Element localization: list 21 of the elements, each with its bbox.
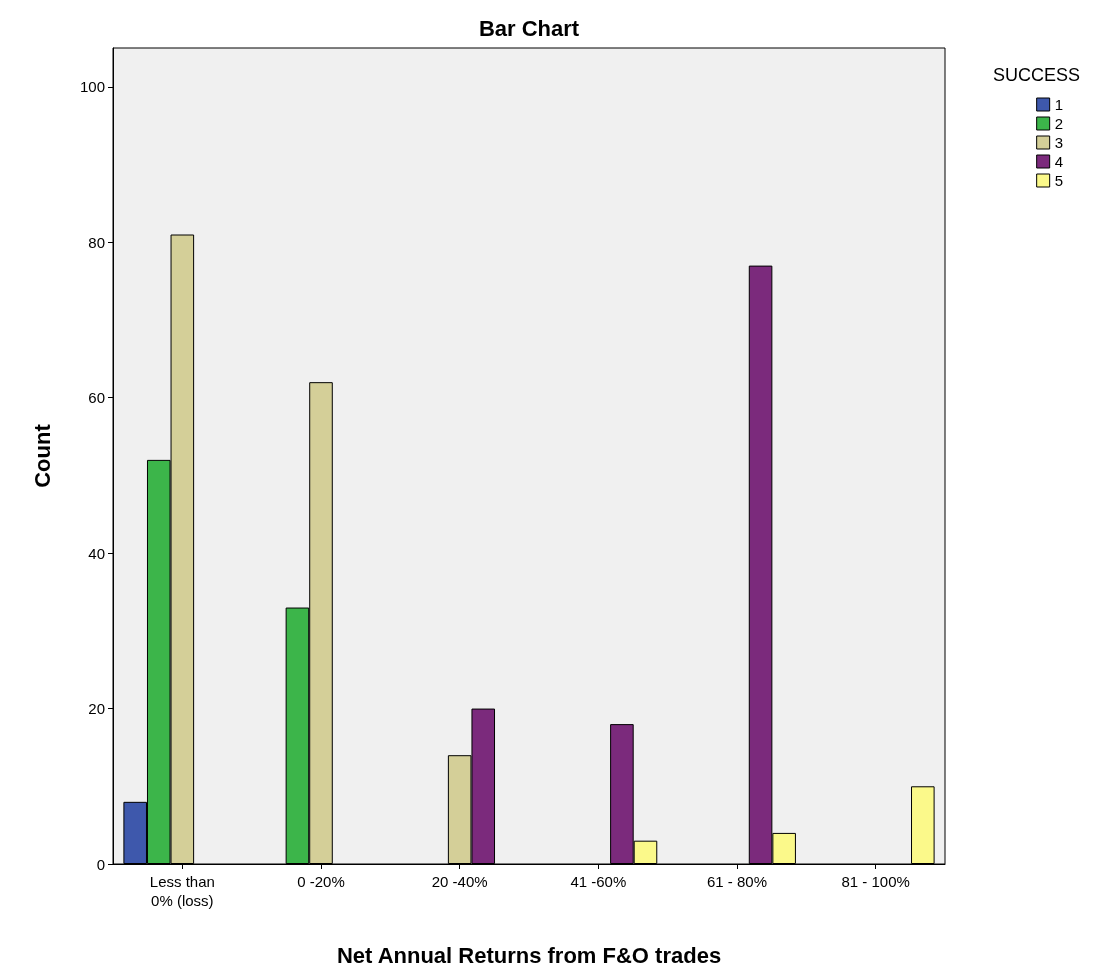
- x-tick-label: 81 - 100%: [841, 873, 910, 890]
- x-tick-label: Less than 0% (loss): [149, 873, 215, 909]
- legend-title: SUCCESS: [992, 65, 1081, 85]
- x-tick-label: 20 -40%: [431, 873, 488, 890]
- y-tick-label: 100: [79, 78, 105, 96]
- legend-label: 3: [1054, 134, 1063, 151]
- y-tick-label: 40: [88, 544, 105, 562]
- x-axis-title: Net Annual Returns from F&O trades: [336, 942, 722, 968]
- legend-label: 2: [1054, 115, 1063, 132]
- y-tick-label: 20: [88, 700, 105, 718]
- legend-label: 4: [1054, 153, 1063, 170]
- y-axis-title: Count: [29, 423, 55, 488]
- x-tick-label: 41 -60%: [570, 873, 627, 890]
- y-tick-label: 80: [88, 233, 105, 251]
- y-tick-label: 0: [96, 855, 105, 873]
- x-tick-label: 61 - 80%: [706, 873, 768, 890]
- y-tick-label: 60: [88, 389, 105, 407]
- legend-label: 1: [1054, 96, 1063, 113]
- legend-label: 5: [1054, 172, 1063, 189]
- chart-title: Bar Chart: [478, 15, 580, 41]
- x-tick-label: 0 -20%: [297, 873, 345, 890]
